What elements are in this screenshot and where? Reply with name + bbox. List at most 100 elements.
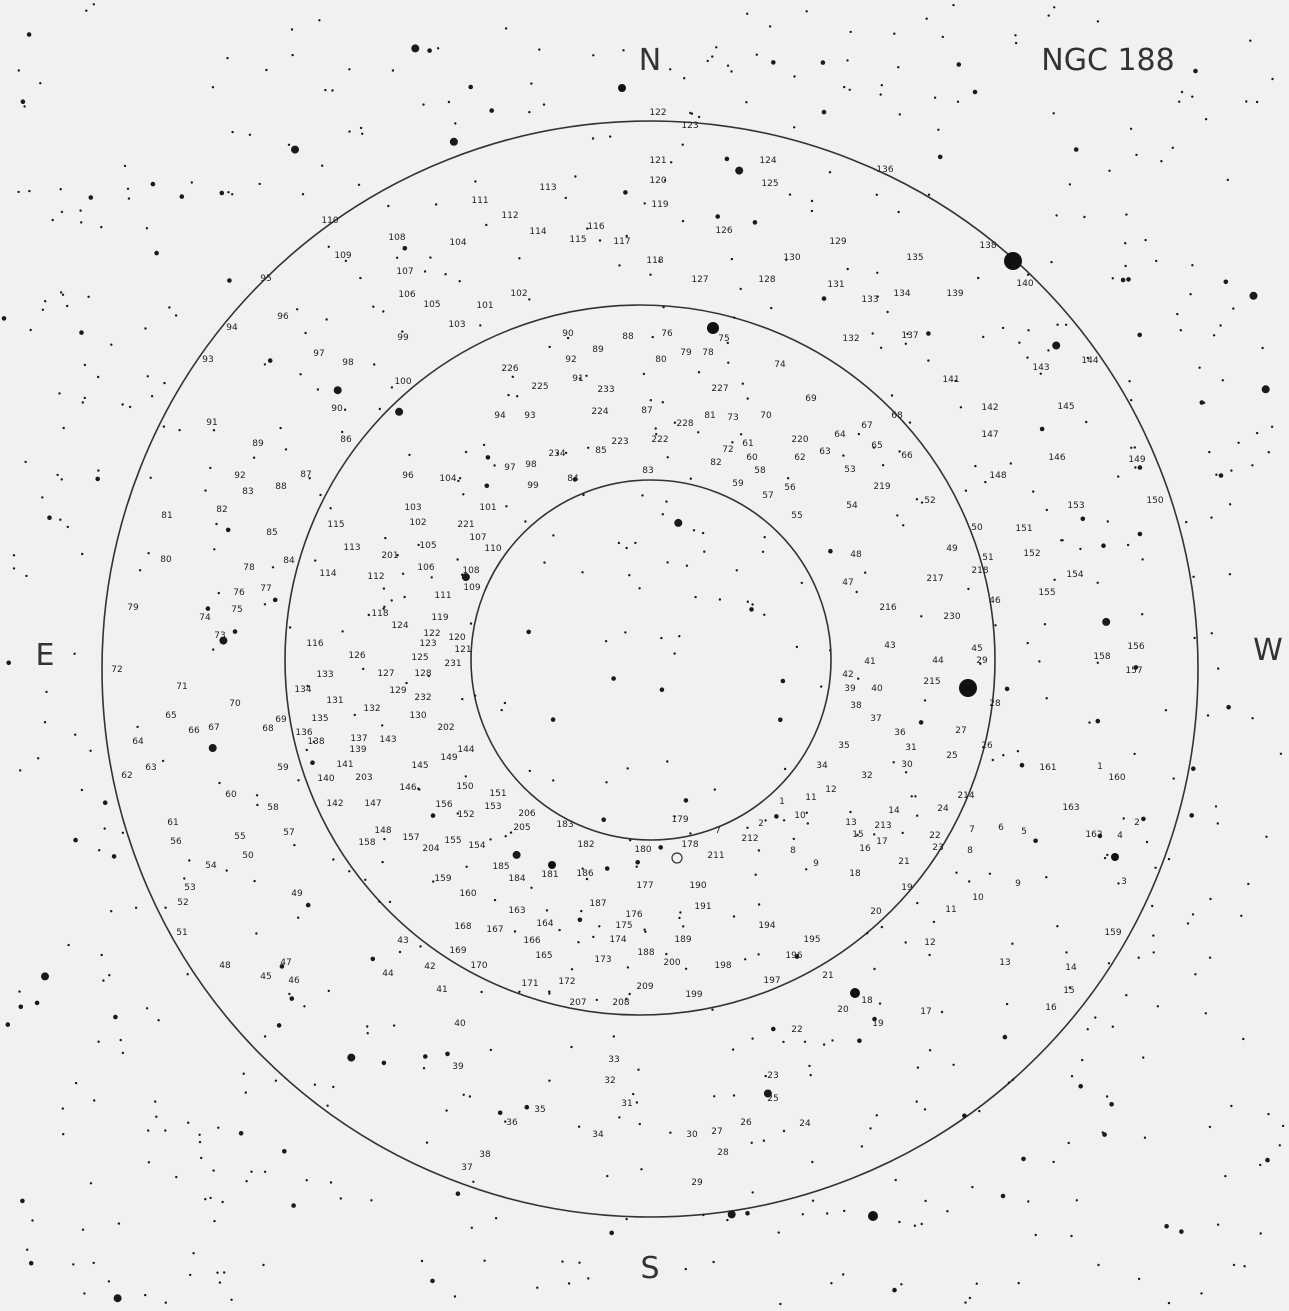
star [822,296,827,301]
star-label: 159 [434,874,451,884]
star [510,831,512,833]
star [524,520,526,522]
star [989,873,991,875]
star [666,760,668,762]
star-label: 108 [388,233,405,243]
star [895,1179,897,1181]
star [585,375,587,377]
star [921,501,923,503]
star [148,1161,150,1163]
star-label: 94 [494,411,506,421]
star [215,523,217,525]
star [470,622,472,624]
star [629,993,631,995]
star [758,849,760,851]
star [1209,1126,1211,1128]
star-label: 38 [479,1150,491,1160]
star-label: 143 [1032,363,1049,373]
star [289,626,291,628]
star [921,1223,923,1225]
star-label: 138 [307,737,324,747]
star [1229,503,1231,505]
star [755,874,757,876]
star [387,205,389,207]
star [1165,709,1167,711]
star [747,601,749,603]
star [144,1294,146,1296]
star [728,1210,736,1218]
star [551,717,556,722]
star [1128,380,1130,382]
star [162,760,164,762]
star-label: 191 [694,902,711,912]
bright-star [1111,853,1119,861]
star-label: 181 [541,870,558,880]
star [968,880,970,882]
star [1106,1095,1108,1097]
star-label: 99 [397,333,409,343]
star [1265,1158,1270,1163]
star [168,306,170,308]
star-label: 13 [845,818,856,828]
star [1106,854,1108,856]
star [199,1141,201,1143]
star-label: 89 [252,439,264,449]
star [928,194,930,196]
star [872,332,874,334]
star [1191,96,1193,98]
star-label: 141 [336,760,353,770]
star [618,1116,620,1118]
star [665,500,667,502]
star-label: 107 [469,533,486,543]
star [820,685,822,687]
star [391,599,393,601]
star [864,572,866,574]
star [742,383,744,385]
star [812,1200,814,1202]
star [466,866,468,868]
star [23,105,25,107]
star [1185,521,1187,523]
star [909,421,911,423]
star-label: 43 [397,936,408,946]
star [157,1019,159,1021]
star-label: 1 [779,797,785,807]
star-label: 63 [145,763,156,773]
star-label: 86 [340,435,352,445]
star-label: 37 [461,1163,472,1173]
star-label: 135 [906,253,923,263]
star-label: 127 [691,275,708,285]
star [849,89,851,91]
star [1017,750,1019,752]
star-label: 136 [876,165,893,175]
star [636,1101,638,1103]
star [328,990,330,992]
star-label: 156 [1127,642,1144,652]
star-label: 16 [859,844,871,854]
star [187,973,189,975]
star [577,941,579,943]
star-label: 217 [926,574,943,584]
east-label: E [36,638,55,673]
star [291,54,293,56]
star-label: 122 [649,108,666,118]
star-label: 24 [799,1119,811,1129]
star [627,966,629,968]
star [928,954,930,956]
star [362,668,364,670]
star-label: 75 [231,605,242,615]
star-label: 143 [379,735,396,745]
star [1056,324,1058,326]
star [62,1133,64,1135]
star [505,505,507,507]
star [285,448,287,450]
star [1124,242,1126,244]
bright-star [548,861,556,869]
star [474,695,476,697]
star [745,101,747,103]
star [1005,687,1010,692]
star [1179,1229,1184,1234]
star-label: 60 [225,790,237,800]
star [1002,327,1004,329]
star [459,280,461,282]
